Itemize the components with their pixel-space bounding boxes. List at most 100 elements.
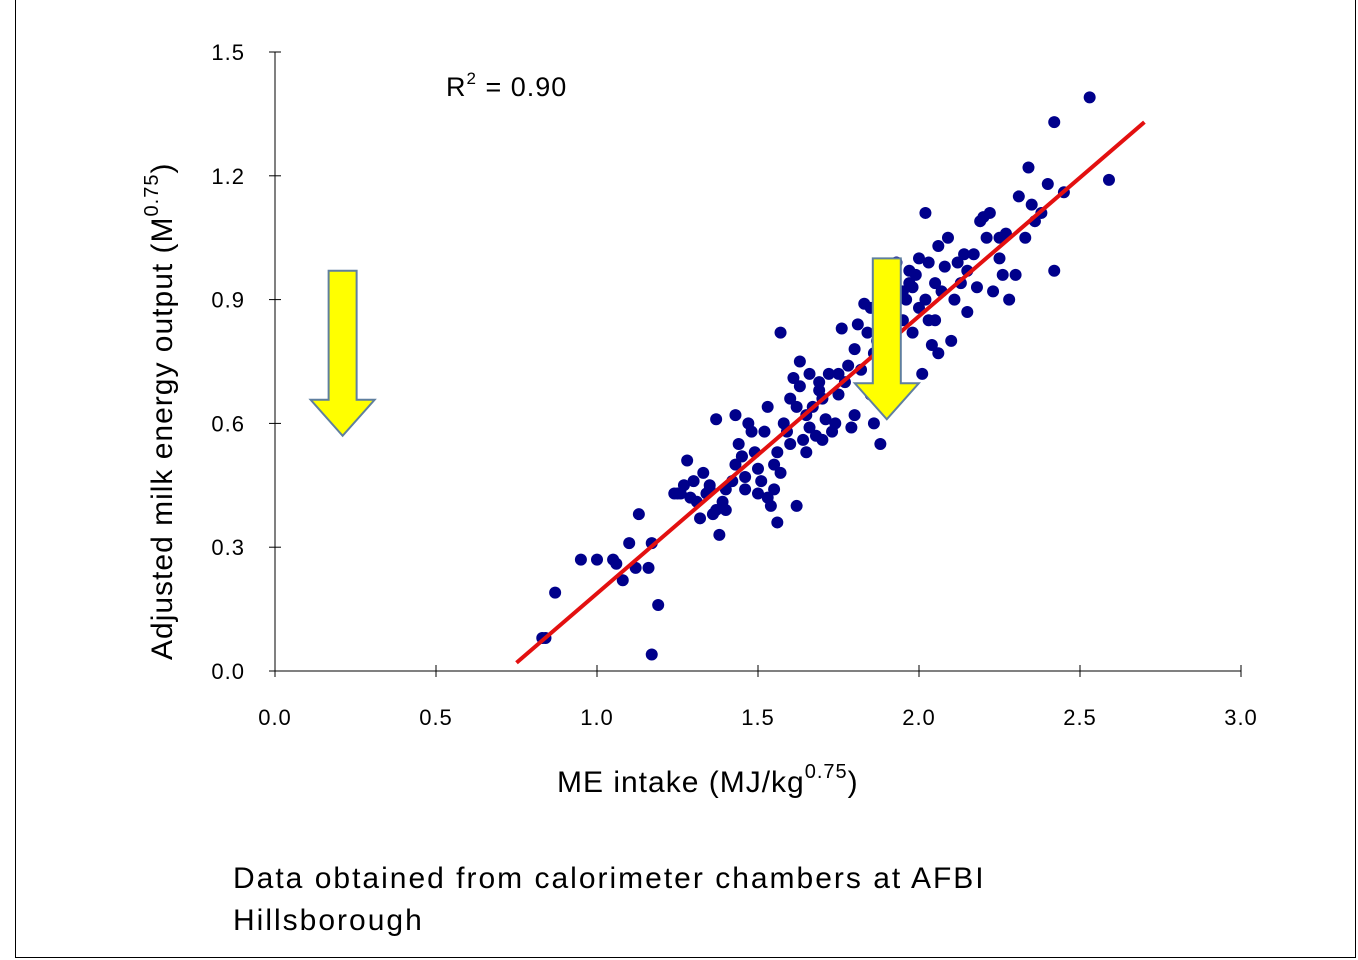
data-point [813, 376, 826, 389]
data-point [752, 487, 764, 500]
data-point [1048, 264, 1061, 277]
data-point [1012, 190, 1025, 203]
data-point [774, 326, 787, 339]
data-point [719, 504, 732, 517]
footer-note-line1: Data obtained from calorimeter chambers … [233, 862, 986, 895]
data-point [758, 425, 771, 438]
data-point [1003, 293, 1016, 306]
data-point [913, 301, 925, 314]
down-arrow-icon [852, 257, 922, 421]
data-point [793, 355, 806, 368]
y-tick-label: 1.2 [211, 164, 245, 189]
data-point [790, 499, 803, 512]
x-tick-label: 2.5 [1063, 705, 1097, 730]
data-point [623, 537, 636, 550]
data-point [835, 322, 848, 335]
data-point [652, 598, 665, 611]
x-tick-label: 0.5 [419, 705, 453, 730]
data-point [929, 277, 942, 290]
data-point [1025, 198, 1038, 211]
data-point [687, 475, 700, 488]
data-point [970, 281, 983, 294]
data-point [1048, 116, 1061, 129]
data-point [610, 557, 623, 570]
data-point [755, 475, 768, 488]
data-point [803, 367, 816, 380]
data-point [848, 409, 861, 422]
data-point [867, 417, 880, 430]
x-tick-label: 2.0 [902, 705, 936, 730]
data-point [1022, 161, 1035, 174]
data-point [919, 206, 932, 219]
data-point [752, 462, 764, 475]
slide-frame [15, 0, 1356, 958]
data-point [729, 409, 742, 422]
data-point [1009, 268, 1022, 281]
data-point [574, 553, 587, 566]
data-point [874, 438, 887, 451]
data-point [793, 380, 806, 393]
x-tick-label: 0.0 [258, 705, 292, 730]
arrows [308, 257, 922, 438]
data-points [536, 91, 1115, 661]
axes: 0.0 0.5 1.0 1.5 2.0 2.5 3.0 0.0 0.3 0.6 0.9 1.2 1.5 [211, 40, 1258, 730]
data-point [996, 268, 1009, 281]
data-point [1083, 91, 1096, 104]
y-tick-label: 0.6 [211, 411, 245, 436]
y-tick-label: 0.0 [211, 659, 245, 684]
data-point [703, 479, 716, 492]
data-point [784, 392, 797, 405]
data-point [903, 264, 916, 277]
x-tick-label: 3.0 [1224, 705, 1258, 730]
data-point [848, 343, 861, 356]
data-point [710, 504, 723, 517]
data-point [987, 285, 1000, 298]
data-point [616, 574, 629, 587]
data-point [1041, 178, 1054, 191]
data-point [732, 438, 745, 451]
data-point [745, 425, 758, 438]
data-point [739, 483, 752, 496]
data-point [784, 438, 797, 451]
data-point [967, 248, 980, 261]
data-point [797, 433, 810, 446]
data-point [816, 433, 829, 446]
data-point [1102, 173, 1115, 186]
data-point [941, 231, 954, 244]
data-point [764, 499, 777, 512]
data-point [851, 318, 864, 331]
data-point [735, 450, 748, 463]
data-point [1019, 231, 1032, 244]
data-point [832, 367, 845, 380]
data-point [913, 252, 925, 265]
data-point [916, 367, 929, 380]
data-point [919, 293, 932, 306]
data-point [829, 417, 842, 430]
data-point [822, 367, 835, 380]
data-point [677, 479, 690, 492]
data-point [945, 334, 958, 347]
data-point [832, 388, 845, 401]
r2-annotation: R2 = 0.90 [446, 69, 567, 102]
data-point [948, 293, 961, 306]
data-point [787, 372, 800, 385]
data-point [771, 446, 784, 459]
x-tick-label: 1.0 [580, 705, 614, 730]
data-point [938, 260, 951, 273]
data-point [993, 252, 1006, 265]
data-point [861, 326, 874, 339]
y-tick-label: 0.3 [211, 535, 245, 560]
data-point [774, 466, 787, 479]
footer-note-line2: Hillsborough [233, 904, 424, 937]
data-point [591, 553, 603, 566]
y-tick-label: 0.9 [211, 288, 245, 313]
data-point [768, 483, 781, 496]
data-point [768, 458, 781, 471]
data-point [932, 239, 945, 252]
data-point [632, 508, 645, 521]
data-point [922, 256, 935, 269]
y-axis-label: Adjusted milk energy output (M0.75) [141, 163, 179, 660]
data-point [697, 466, 710, 479]
data-point [983, 206, 996, 219]
